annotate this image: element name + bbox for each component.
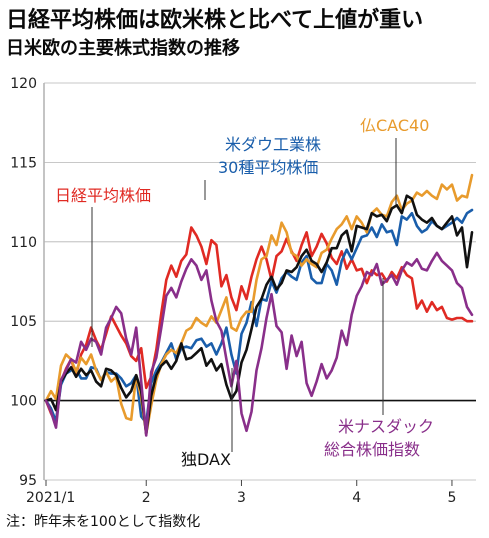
chart-subtitle: 日米欧の主要株式指数の推移	[6, 38, 240, 59]
series-labels: 日経平均株価 米ダウ工業株 30種平均株価 仏CAC40 独DAX 米ナスダック…	[55, 116, 434, 469]
x-tick-label: 5	[447, 490, 456, 506]
x-axis: 2021/1 2 3 4 5	[26, 480, 456, 506]
nikkei-label: 日経平均株価	[55, 186, 151, 205]
y-axis: 95 100 105 110 115 120	[10, 76, 37, 489]
x-tick-label: 4	[352, 490, 361, 506]
x-tick-label: 2021/1	[26, 490, 75, 506]
x-tick-label: 3	[237, 490, 246, 506]
series-line-3	[44, 194, 474, 436]
y-tick-label: 110	[10, 235, 37, 251]
dow-label-line2: 30種平均株価	[218, 158, 318, 177]
label-leader-lines	[91, 138, 397, 452]
headline: 日経平均株価は欧米株と比べて上値が重い	[6, 7, 424, 33]
nasdaq-label-line1: 米ナスダック	[338, 417, 434, 436]
nasdaq-label-line2: 総合株価指数	[324, 440, 420, 459]
x-tick-label: 2	[142, 490, 151, 506]
footnote: 注：昨年末を100として指数化	[6, 514, 201, 530]
y-tick-label: 100	[10, 394, 37, 410]
series-line-2	[44, 173, 474, 436]
grid	[43, 82, 476, 481]
dax-label: 独DAX	[181, 450, 231, 469]
y-tick-label: 95	[19, 473, 37, 489]
dow-label-line1: 米ダウ工業株	[225, 135, 321, 154]
series-lines	[44, 173, 474, 437]
series-line-0	[44, 226, 474, 425]
series-line-4	[44, 251, 474, 437]
y-tick-label: 120	[10, 76, 37, 92]
y-tick-label: 115	[10, 155, 37, 171]
y-tick-label: 105	[10, 314, 37, 330]
cac-label: 仏CAC40	[360, 116, 429, 135]
